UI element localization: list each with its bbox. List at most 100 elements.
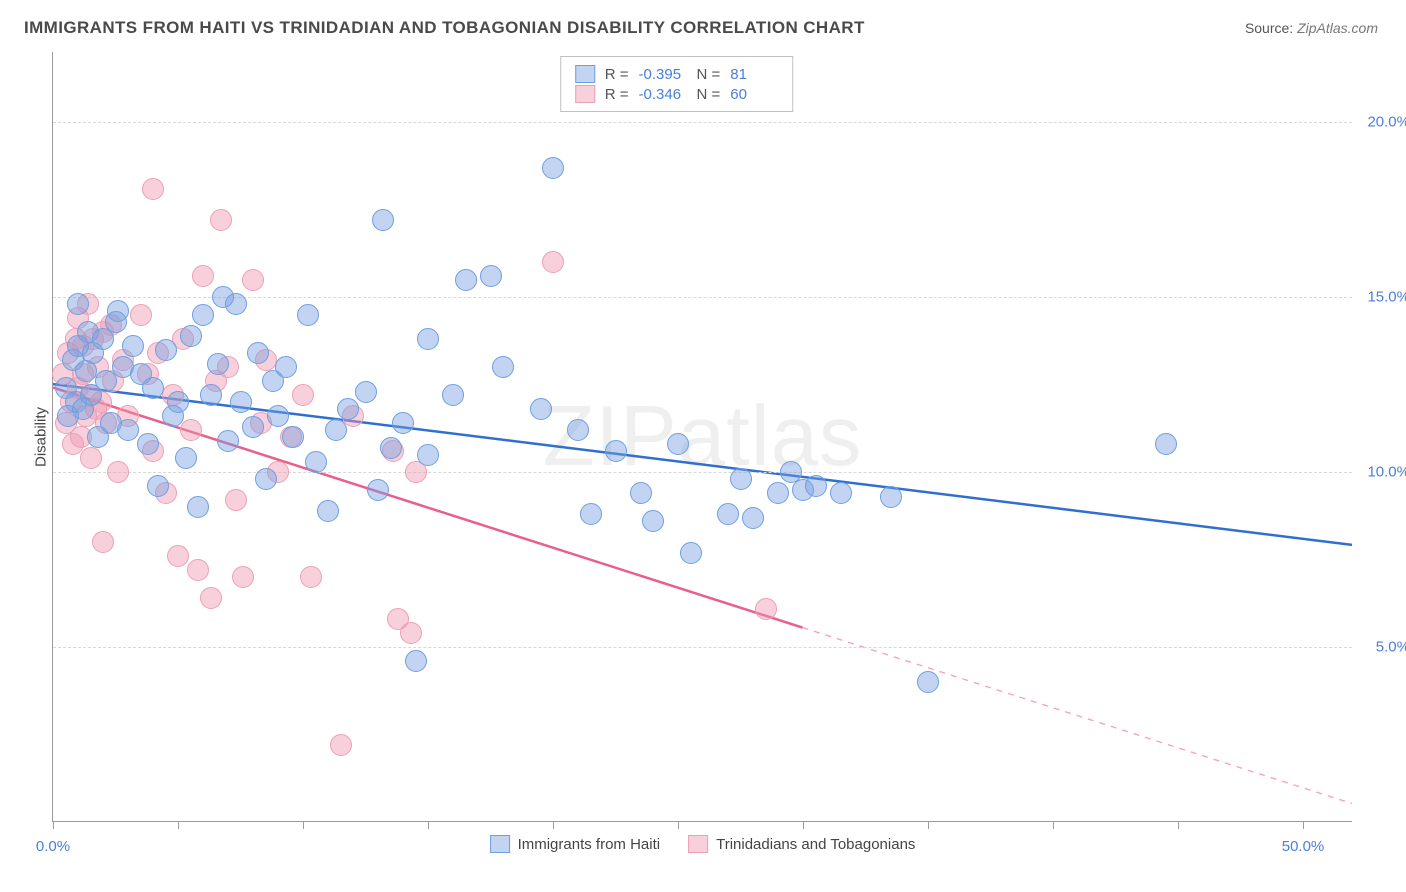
- data-point-haiti: [917, 671, 939, 693]
- data-point-haiti: [142, 377, 164, 399]
- n-value-trinidad: 60: [730, 86, 778, 103]
- data-point-haiti: [880, 486, 902, 508]
- data-point-haiti: [417, 444, 439, 466]
- data-point-trinidad: [232, 566, 254, 588]
- data-point-haiti: [372, 209, 394, 231]
- source-label: Source:: [1245, 20, 1293, 36]
- x-tick-label: 50.0%: [1282, 838, 1325, 855]
- data-point-haiti: [325, 419, 347, 441]
- x-tick: [178, 821, 179, 829]
- r-value-trinidad: -0.346: [639, 86, 687, 103]
- data-point-haiti: [742, 507, 764, 529]
- x-tick: [1178, 821, 1179, 829]
- data-point-haiti: [405, 650, 427, 672]
- data-point-haiti: [242, 416, 264, 438]
- data-point-haiti: [297, 304, 319, 326]
- x-tick: [1053, 821, 1054, 829]
- series-legend: Immigrants from Haiti Trinidadians and To…: [490, 835, 916, 853]
- data-point-haiti: [442, 384, 464, 406]
- data-point-haiti: [542, 157, 564, 179]
- data-point-trinidad: [542, 251, 564, 273]
- data-point-haiti: [187, 496, 209, 518]
- data-point-trinidad: [107, 461, 129, 483]
- data-point-trinidad: [180, 419, 202, 441]
- data-point-haiti: [230, 391, 252, 413]
- n-label: N =: [697, 86, 721, 103]
- data-point-trinidad: [187, 559, 209, 581]
- data-point-haiti: [642, 510, 664, 532]
- data-point-haiti: [717, 503, 739, 525]
- data-point-trinidad: [167, 545, 189, 567]
- trend-line-extrapolated-trinidad: [802, 628, 1352, 804]
- data-point-haiti: [267, 405, 289, 427]
- x-tick-label: 0.0%: [36, 838, 70, 855]
- data-point-haiti: [530, 398, 552, 420]
- data-point-haiti: [255, 468, 277, 490]
- data-point-trinidad: [755, 598, 777, 620]
- data-point-haiti: [262, 370, 284, 392]
- data-point-trinidad: [130, 304, 152, 326]
- correlation-legend: R =-0.395N =81R =-0.346N =60: [560, 56, 794, 112]
- gridline: [53, 297, 1352, 298]
- data-point-haiti: [137, 433, 159, 455]
- legend-swatch-haiti: [575, 65, 595, 83]
- data-point-haiti: [207, 353, 229, 375]
- x-tick: [303, 821, 304, 829]
- data-point-haiti: [730, 468, 752, 490]
- data-point-trinidad: [242, 269, 264, 291]
- data-point-haiti: [380, 437, 402, 459]
- data-point-haiti: [122, 335, 144, 357]
- data-point-haiti: [107, 300, 129, 322]
- y-tick-label: 15.0%: [1358, 289, 1406, 306]
- data-point-haiti: [167, 391, 189, 413]
- data-point-haiti: [247, 342, 269, 364]
- x-tick: [553, 821, 554, 829]
- y-tick-label: 20.0%: [1358, 114, 1406, 131]
- scatter-plot: Disability ZIPatlas R =-0.395N =81R =-0.…: [52, 52, 1352, 822]
- n-label: N =: [697, 66, 721, 83]
- data-point-haiti: [212, 286, 234, 308]
- legend-swatch-haiti: [490, 835, 510, 853]
- legend-item-trinidad: Trinidadians and Tobagonians: [688, 835, 915, 853]
- legend-swatch-trinidad: [575, 85, 595, 103]
- data-point-haiti: [630, 482, 652, 504]
- data-point-haiti: [455, 269, 477, 291]
- data-point-trinidad: [142, 178, 164, 200]
- data-point-haiti: [192, 304, 214, 326]
- data-point-haiti: [767, 482, 789, 504]
- gridline: [53, 122, 1352, 123]
- watermark: ZIPatlas: [543, 388, 863, 486]
- data-point-haiti: [1155, 433, 1177, 455]
- data-point-haiti: [282, 426, 304, 448]
- data-point-haiti: [355, 381, 377, 403]
- r-value-haiti: -0.395: [639, 66, 687, 83]
- data-point-haiti: [605, 440, 627, 462]
- chart-title: IMMIGRANTS FROM HAITI VS TRINIDADIAN AND…: [24, 18, 865, 38]
- legend-item-haiti: Immigrants from Haiti: [490, 835, 661, 853]
- data-point-haiti: [580, 503, 602, 525]
- data-point-haiti: [417, 328, 439, 350]
- data-point-trinidad: [400, 622, 422, 644]
- data-point-haiti: [175, 447, 197, 469]
- data-point-haiti: [305, 451, 327, 473]
- data-point-trinidad: [192, 265, 214, 287]
- r-label: R =: [605, 86, 629, 103]
- x-tick: [678, 821, 679, 829]
- data-point-haiti: [200, 384, 222, 406]
- data-point-trinidad: [210, 209, 232, 231]
- y-tick-label: 10.0%: [1358, 464, 1406, 481]
- data-point-trinidad: [330, 734, 352, 756]
- legend-swatch-trinidad: [688, 835, 708, 853]
- x-tick: [803, 821, 804, 829]
- x-tick: [53, 821, 54, 829]
- data-point-haiti: [217, 430, 239, 452]
- legend-row-trinidad: R = -0.346 N = 60: [575, 85, 779, 103]
- data-point-haiti: [337, 398, 359, 420]
- source-attribution: Source: ZipAtlas.com: [1245, 20, 1378, 36]
- data-point-haiti: [805, 475, 827, 497]
- x-tick: [428, 821, 429, 829]
- x-tick: [1303, 821, 1304, 829]
- data-point-haiti: [680, 542, 702, 564]
- data-point-haiti: [567, 419, 589, 441]
- legend-label-haiti: Immigrants from Haiti: [518, 836, 661, 853]
